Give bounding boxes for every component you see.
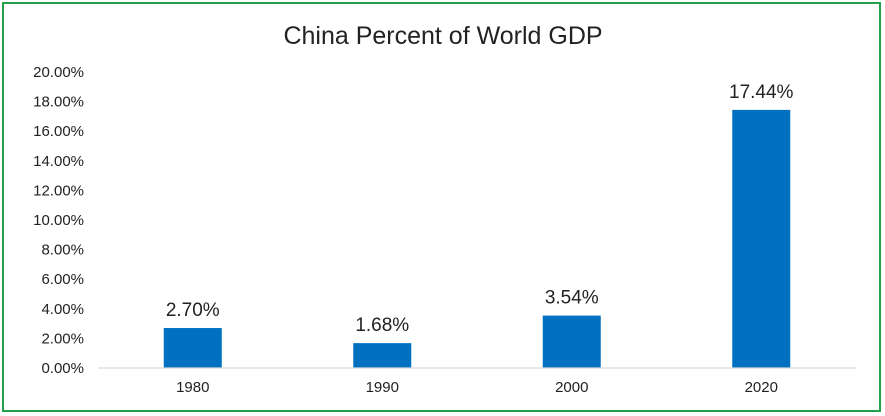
data-label: 3.54%	[545, 288, 599, 309]
x-tick-label: 1990	[366, 379, 399, 396]
y-tick-label: 16.00%	[33, 123, 84, 140]
y-tick-label: 0.00%	[41, 360, 84, 377]
y-tick-label: 10.00%	[33, 212, 84, 229]
bar	[732, 109, 791, 368]
data-label: 17.44%	[729, 82, 794, 103]
bar	[353, 343, 412, 368]
y-tick-label: 6.00%	[41, 271, 84, 288]
x-tick-label: 1980	[176, 379, 209, 396]
bar	[163, 328, 222, 368]
data-label: 1.68%	[355, 315, 409, 336]
x-tick-label: 2020	[745, 379, 778, 396]
y-axis: 0.00% 2.00% 4.00% 6.00% 8.00% 10.00% 12.00% 14.…	[33, 64, 84, 377]
y-tick-label: 4.00%	[41, 301, 84, 318]
y-tick-label: 20.00%	[33, 64, 84, 81]
data-label: 2.70%	[166, 300, 220, 321]
bar	[542, 315, 601, 368]
y-tick-label: 14.00%	[33, 153, 84, 170]
x-tick-label: 2000	[555, 379, 588, 396]
x-axis: 1980 1990 2000 2020	[98, 367, 856, 396]
bars: 2.70% 1.68% 3.54% 17.44%	[163, 82, 794, 368]
y-tick-label: 2.00%	[41, 330, 84, 347]
y-tick-label: 18.00%	[33, 94, 84, 111]
y-tick-label: 8.00%	[41, 242, 84, 259]
y-tick-label: 12.00%	[33, 182, 84, 199]
chart-title: China Percent of World GDP	[283, 22, 602, 50]
